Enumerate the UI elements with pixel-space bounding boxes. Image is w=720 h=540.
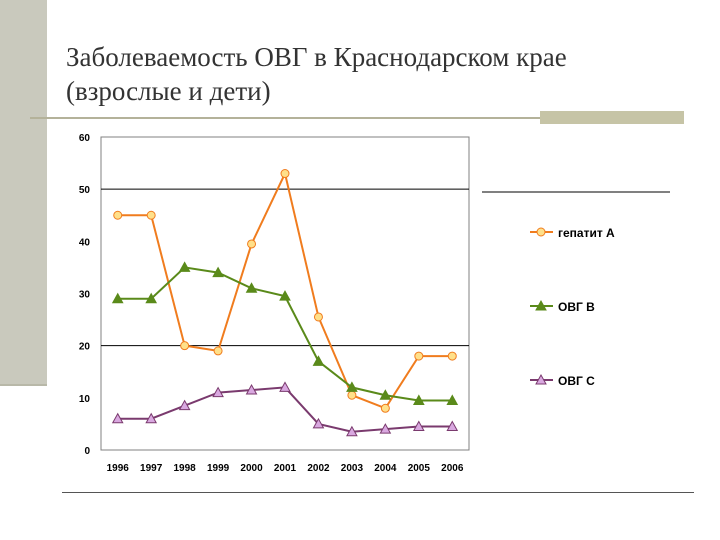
series-2-point [178, 261, 191, 272]
plot-frame [100, 136, 470, 451]
series-1-point [414, 351, 424, 361]
x-tick-label: 1999 [207, 463, 230, 474]
series-3-point [111, 412, 124, 424]
series-2-point [346, 381, 358, 392]
series-2-point [279, 290, 291, 301]
series-2-point [446, 394, 459, 405]
series-3-point [346, 425, 358, 437]
y-tick-label: 30 [79, 290, 91, 301]
series-1-point [347, 390, 357, 400]
x-tick-label: 1998 [174, 463, 197, 474]
title-divider-block [540, 111, 684, 125]
x-tick-label: 2006 [441, 463, 464, 474]
legend-marker [535, 373, 547, 385]
left-accent-underline [0, 384, 47, 386]
legend-marker [536, 227, 546, 237]
y-tick-label: 0 [84, 446, 90, 457]
x-tick-label: 1997 [140, 463, 163, 474]
series-1-point [280, 169, 290, 179]
series-1-point [213, 346, 223, 356]
series-2-point [212, 266, 224, 278]
legend-label: гепатит А [558, 226, 615, 240]
series-1-point [146, 210, 156, 220]
x-tick-label: 2002 [307, 463, 330, 474]
series-3-point [312, 417, 325, 429]
series-1-point [247, 239, 257, 249]
series-3-point [178, 399, 191, 411]
series-3-point [245, 383, 258, 395]
chart-area [93, 124, 693, 480]
series-2-point [312, 355, 325, 366]
series-2-point [111, 292, 124, 304]
series-3-point [279, 381, 291, 392]
series-3-point [379, 423, 392, 434]
y-tick-label: 40 [79, 237, 91, 248]
x-tick-label: 2001 [274, 463, 297, 474]
slide-title: Заболеваемость ОВГ в Краснодарском крае … [66, 42, 567, 106]
series-3-point [212, 386, 224, 398]
series-3-point [412, 420, 425, 432]
left-accent-bar [0, 0, 47, 384]
y-tick-label: 60 [79, 133, 91, 144]
series-2-point [379, 389, 392, 400]
x-tick-label: 2000 [240, 463, 263, 474]
series-1-point [113, 210, 123, 220]
series-2-point [145, 292, 158, 304]
y-tick-label: 50 [79, 185, 91, 196]
legend-label: ОВГ В [558, 300, 595, 314]
x-tick-label: 2005 [408, 463, 431, 474]
series-2-point [412, 394, 425, 405]
series-1-point [447, 351, 457, 361]
series-3-point [145, 412, 158, 424]
y-tick-label: 10 [79, 394, 91, 405]
x-tick-label: 2003 [341, 463, 364, 474]
series-1-point [313, 312, 323, 322]
x-tick-label: 2004 [374, 463, 397, 474]
series-3-point [446, 420, 459, 432]
title-divider [30, 117, 684, 119]
x-tick-label: 1996 [107, 463, 130, 474]
bottom-divider [62, 492, 694, 493]
series-2-point [245, 282, 258, 293]
legend-marker [535, 299, 547, 311]
series-1-point [180, 341, 190, 351]
series-1-point [380, 403, 390, 413]
legend-label: ОВГ С [558, 374, 595, 388]
y-tick-label: 20 [79, 342, 91, 353]
